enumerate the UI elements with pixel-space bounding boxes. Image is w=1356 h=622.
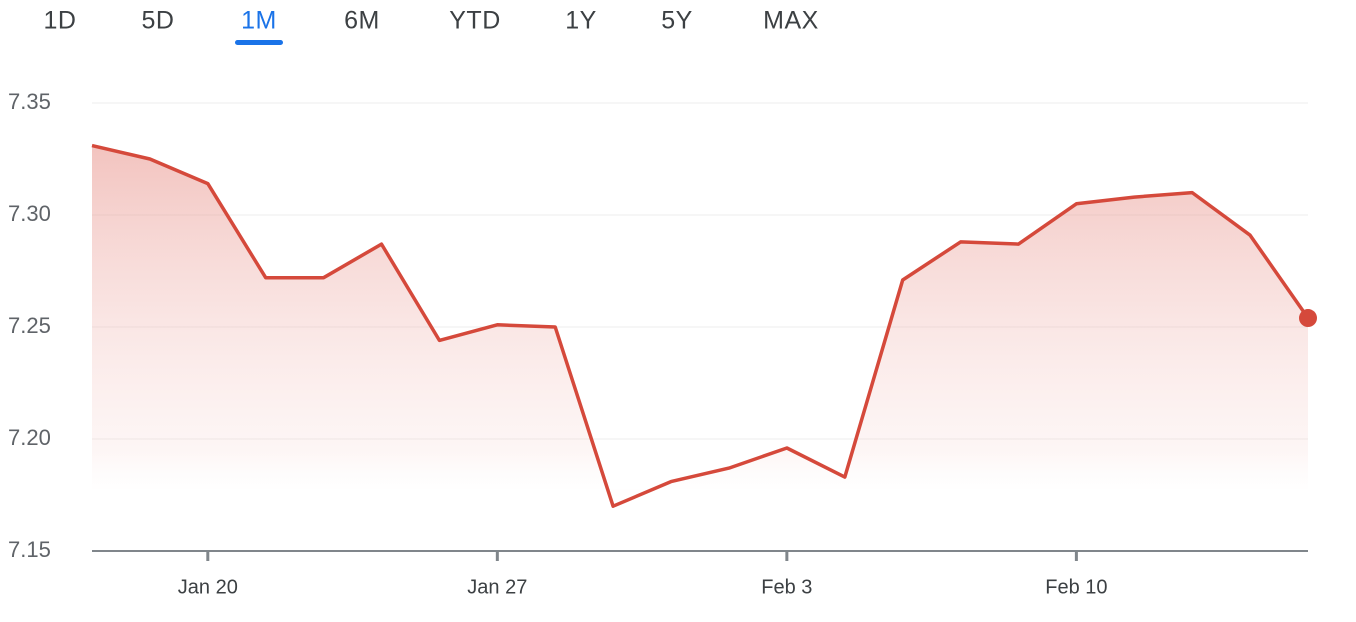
tab-underline [235,40,283,45]
range-tab[interactable]: 1M [241,7,277,35]
range-tab[interactable]: 5Y [661,7,693,35]
range-tab[interactable]: MAX [763,7,819,35]
range-tab[interactable]: 1D [44,7,77,35]
x-tick-label: Jan 20 [178,576,238,598]
last-point [1299,309,1317,328]
range-tab[interactable]: 5D [142,7,175,35]
range-tab[interactable]: 6M [344,7,380,35]
range-tab[interactable]: 1Y [565,7,597,35]
x-tick-label: Jan 27 [467,576,527,598]
y-tick-label: 7.35 [8,89,51,114]
range-tab[interactable]: YTD [449,7,501,35]
line [91,143,1310,508]
y-tick-label: 7.15 [8,537,51,562]
x-tick-label: Feb 3 [761,576,812,598]
area [92,145,1308,507]
y-tick-label: 7.20 [8,425,51,450]
x-tick-label: Feb 10 [1045,576,1107,598]
y-tick-label: 7.30 [8,201,51,226]
y-tick-label: 7.25 [8,313,51,338]
